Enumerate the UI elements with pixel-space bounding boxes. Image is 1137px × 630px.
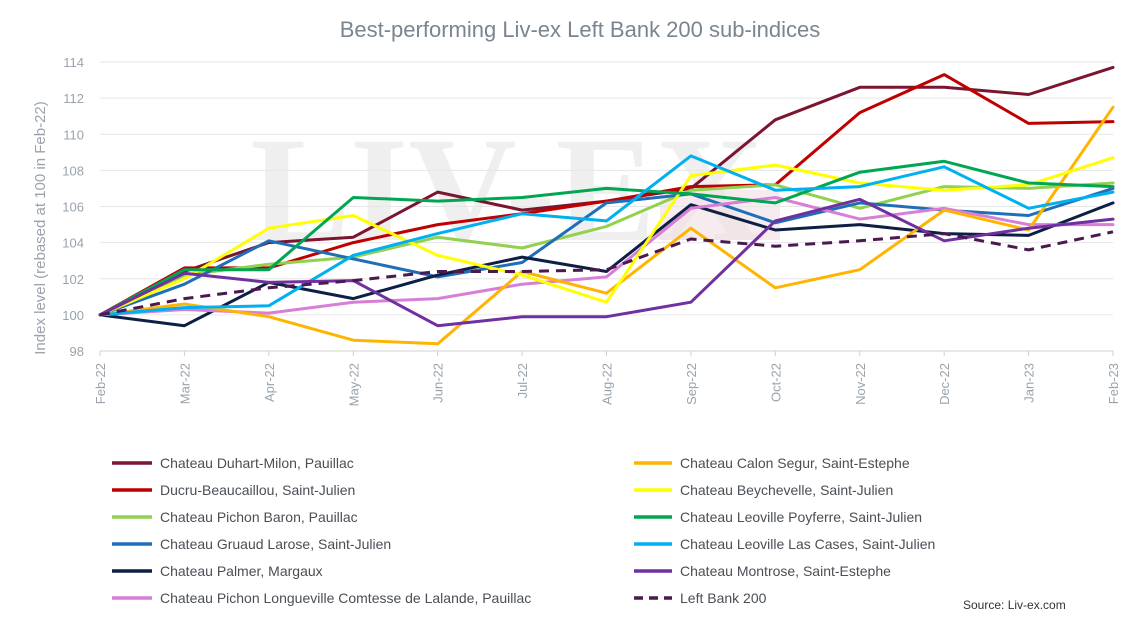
legend-label: Chateau Montrose, Saint-Estephe <box>680 563 891 579</box>
legend-label: Ducru-Beaucaillou, Saint-Julien <box>160 482 355 498</box>
legend-label: Chateau Calon Segur, Saint-Estephe <box>680 455 910 471</box>
series-line-9 <box>98 159 1115 317</box>
x-tick-label: Feb-23 <box>1106 363 1121 404</box>
y-tick-label: 112 <box>63 91 84 106</box>
x-tick-label: Jun-22 <box>431 363 446 403</box>
legend-label: Chateau Duhart-Milon, Pauillac <box>160 455 354 471</box>
series-line-6 <box>98 196 1115 317</box>
x-tick-label: Jul-22 <box>515 363 530 398</box>
x-tick-label: Mar-22 <box>177 363 192 404</box>
x-tick-label: Oct-22 <box>768 363 783 402</box>
x-tick-label: Nov-22 <box>853 363 868 405</box>
grid-lines <box>100 61 1113 352</box>
legend-label: Left Bank 200 <box>680 590 767 606</box>
y-tick-label: 98 <box>70 344 84 359</box>
legend-label: Chateau Gruaud Larose, Saint-Julien <box>160 536 391 552</box>
y-axis: 98 100 102 104 106 108 110 112 114 <box>62 55 84 359</box>
x-tick-label: May-22 <box>346 363 361 406</box>
series-line-12 <box>99 230 1114 317</box>
y-tick-label: 110 <box>63 127 84 142</box>
legend-label: Chateau Beychevelle, Saint-Julien <box>680 482 893 498</box>
x-tick-label: Sep-22 <box>684 363 699 405</box>
y-tick-label: 114 <box>63 55 84 70</box>
series-line-11 <box>98 197 1115 328</box>
y-tick-label: 104 <box>62 236 84 251</box>
y-tick-label: 106 <box>62 200 84 215</box>
x-tick-label: Dec-22 <box>937 363 952 405</box>
y-tick-label: 108 <box>62 163 84 178</box>
legend-label: Chateau Pichon Longueville Comtesse de L… <box>160 590 531 606</box>
series-line-8 <box>98 156 1115 317</box>
legend: Chateau Duhart-Milon, Pauillac Ducru-Beau… <box>112 455 935 606</box>
source-note: Source: Liv-ex.com <box>963 598 1066 612</box>
y-tick-label: 102 <box>62 272 84 287</box>
legend-label: Chateau Pichon Baron, Pauillac <box>160 509 358 525</box>
chart-title: Best-performing Liv-ex Left Bank 200 sub… <box>340 17 821 42</box>
y-axis-label: Index level (rebased at 100 in Feb-22) <box>32 101 49 354</box>
series-lines <box>98 65 1115 346</box>
x-tick-label: Apr-22 <box>262 363 277 402</box>
legend-label: Chateau Palmer, Margaux <box>160 563 323 579</box>
x-tick-label: Feb-22 <box>93 363 108 404</box>
y-tick-label: 100 <box>62 308 84 323</box>
x-axis: Feb-22 Mar-22 Apr-22 May-22 Jun-22 Jul-22 Aug-… <box>93 350 1121 406</box>
x-tick-label: Aug-22 <box>600 363 615 405</box>
legend-label: Chateau Leoville Las Cases, Saint-Julien <box>680 536 935 552</box>
series-line-3 <box>98 181 1115 317</box>
x-tick-label: Jan-23 <box>1022 363 1037 403</box>
legend-label: Chateau Leoville Poyferre, Saint-Julien <box>680 509 922 525</box>
series-line-10 <box>98 154 1115 317</box>
series-line-7 <box>98 105 1115 346</box>
